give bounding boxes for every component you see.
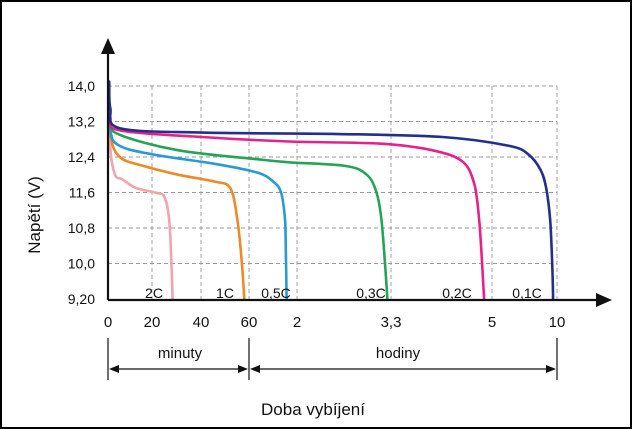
x-tick-label: 60 [241,314,258,331]
x-tick-label: 10 [549,314,566,331]
hodiny-arrow-right [546,365,556,373]
curves [107,80,555,301]
series-label: 0,1C [512,285,542,301]
y-tick-label: 10,0 [68,256,95,272]
y-tick-label: 9,20 [68,291,95,307]
series-line-1 [107,89,174,301]
y-axis-label: Napětí (V) [25,176,44,253]
y-tick-label: 13,2 [68,114,95,130]
y-tick-labels: 14,0 13,2 12,4 11,6 10,8 10,0 9,20 [68,78,95,307]
hodiny-arrow-left [250,365,260,373]
y-axis-arrow [101,38,115,54]
series-line-6 [107,80,555,301]
segment-label-minuty: minuty [158,345,203,362]
series-line-4 [107,84,389,301]
series-label: 0,3C [356,285,386,301]
series-label: 1C [216,285,234,301]
series-label: 2C [145,285,163,301]
y-tick-label: 10,8 [68,220,95,236]
x-axis-label: Doba vybíjení [261,400,365,419]
x-tick-label: 2 [293,314,301,331]
series-label: 0,5C [261,285,291,301]
series-line-3 [107,84,288,301]
series-line-5 [107,84,486,301]
y-tick-label: 11,6 [69,185,95,201]
axes [101,38,612,307]
x-tick-label: 40 [193,314,210,331]
segment-brackets: minuty hodiny [107,338,558,380]
x-tick-labels: 0 20 40 60 2 3,3 5 10 [104,314,566,331]
series-label: 0,2C [442,285,472,301]
y-tick-label: 12,4 [68,149,95,165]
grid [108,85,558,300]
segment-label-hodiny: hodiny [376,345,421,362]
y-tick-label: 14,0 [68,78,95,94]
x-axis-arrow [596,293,612,307]
x-tick-label: 5 [488,314,496,331]
x-tick-label: 20 [144,314,161,331]
x-tick-label: 3,3 [381,314,402,331]
series-labels: 2C 1C 0,5C 0,3C 0,2C 0,1C [145,285,542,301]
series-line-2 [107,89,246,301]
minuty-arrow-left [109,365,119,373]
minuty-arrow-right [238,365,248,373]
x-tick-label: 0 [104,314,112,331]
